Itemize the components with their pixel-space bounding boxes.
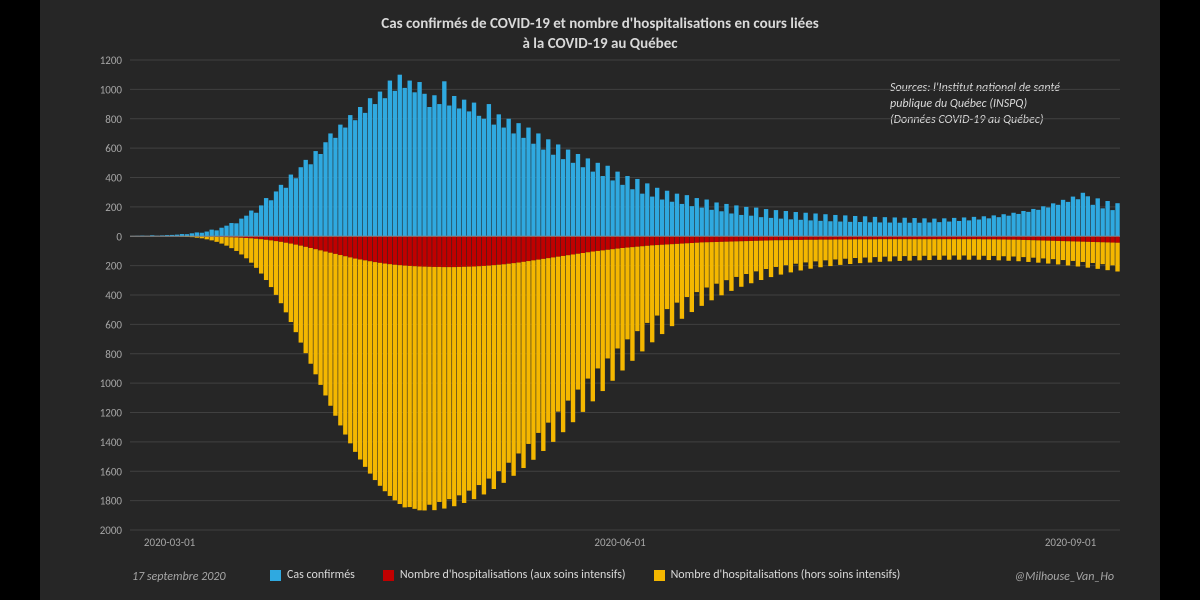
- svg-text:1600: 1600: [100, 465, 123, 478]
- svg-text:1000: 1000: [100, 83, 123, 96]
- svg-text:1800: 1800: [100, 495, 123, 508]
- x-tick-label: 2020-09-01: [1045, 536, 1096, 549]
- svg-text:1000: 1000: [100, 377, 123, 390]
- svg-text:800: 800: [105, 348, 122, 361]
- title-line-1: Cas confirmés de COVID-19 et nombre d'ho…: [381, 15, 818, 33]
- svg-text:800: 800: [105, 113, 122, 126]
- legend-item: Nombre d'hospitalisations (aux soins int…: [383, 568, 626, 582]
- chart-title: Cas confirmés de COVID-19 et nombre d'ho…: [40, 14, 1160, 55]
- svg-text:600: 600: [105, 318, 122, 331]
- title-line-2: à la COVID-19 au Québec: [522, 35, 677, 53]
- svg-text:600: 600: [105, 142, 122, 155]
- svg-text:200: 200: [105, 201, 122, 214]
- legend-label: Nombre d'hospitalisations (aux soins int…: [400, 568, 626, 582]
- x-tick-label: 2020-06-01: [594, 536, 645, 549]
- legend-item: Nombre d'hospitalisations (hors soins in…: [654, 568, 901, 582]
- chart-panel: Cas confirmés de COVID-19 et nombre d'ho…: [40, 0, 1160, 600]
- x-axis-labels: 2020-03-01 2020-06-01 2020-09-01: [130, 536, 1120, 550]
- legend-swatch: [270, 570, 281, 581]
- svg-text:1200: 1200: [100, 407, 123, 420]
- svg-text:200: 200: [105, 260, 122, 273]
- legend-label: Nombre d'hospitalisations (hors soins in…: [671, 568, 901, 582]
- legend-swatch: [654, 570, 665, 581]
- legend-item: Cas confirmés: [270, 568, 355, 582]
- footer-date: 17 septembre 2020: [132, 570, 226, 584]
- svg-text:2000: 2000: [100, 524, 123, 537]
- svg-text:1200: 1200: [100, 54, 123, 67]
- chart-svg: 0200400600800100012002004006008001000120…: [130, 60, 1120, 530]
- legend-swatch: [383, 570, 394, 581]
- legend-label: Cas confirmés: [287, 568, 355, 582]
- chart-legend: Cas confirmés Nombre d'hospitalisations (…: [270, 568, 900, 582]
- x-tick-label: 2020-03-01: [144, 536, 195, 549]
- svg-text:400: 400: [105, 289, 122, 302]
- plot-area: 0200400600800100012002004006008001000120…: [130, 60, 1120, 530]
- footer-handle: @Milhouse_Van_Ho: [1014, 570, 1114, 584]
- svg-text:1400: 1400: [100, 436, 123, 449]
- svg-text:0: 0: [116, 230, 122, 243]
- svg-text:400: 400: [105, 172, 122, 185]
